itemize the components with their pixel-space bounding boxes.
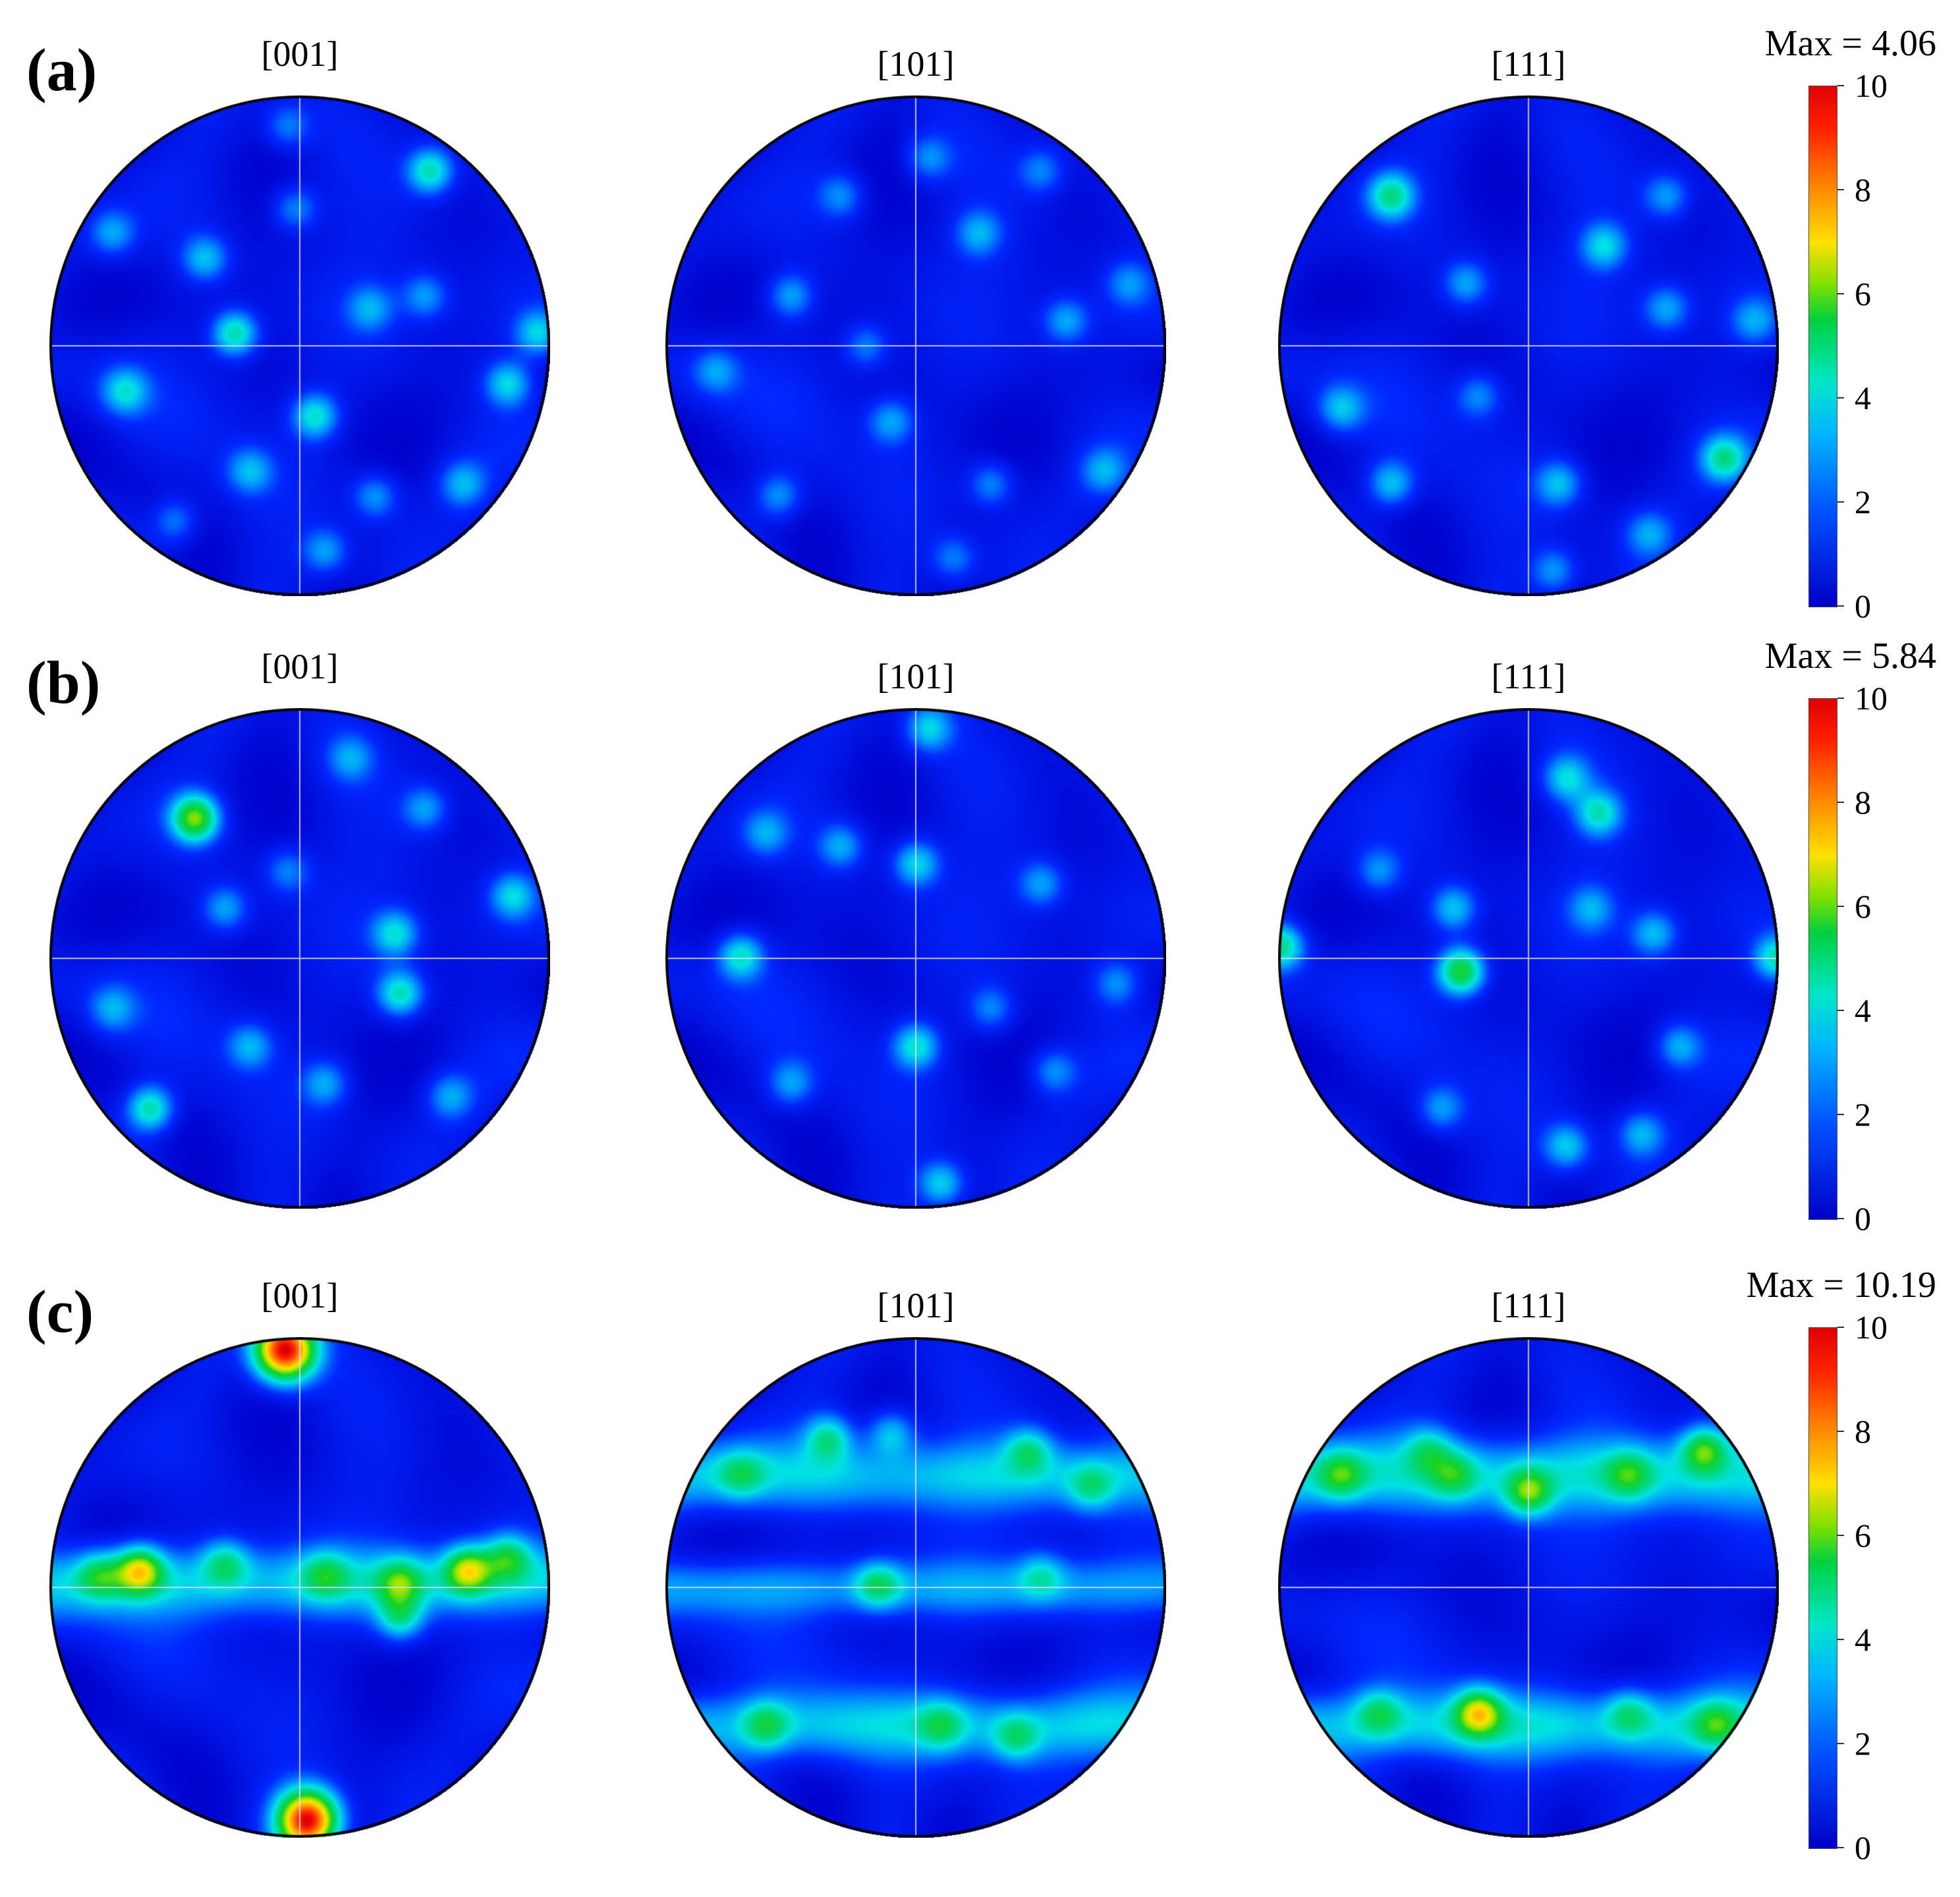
pole-figure-111 [1278, 708, 1779, 1209]
colorbar [1808, 86, 1837, 607]
colorbar-tick-mark [1837, 1535, 1844, 1536]
pole-figure-111 [1278, 96, 1779, 596]
colorbar-tick-label: 4 [1855, 379, 1871, 416]
colorbar-tick-mark [1837, 1431, 1844, 1432]
pole-figure-title: [101] [877, 44, 955, 84]
colorbar-tick-label: 8 [1855, 1413, 1871, 1450]
colorbar-tick-label: 6 [1855, 1517, 1871, 1554]
pole-figure-101 [665, 1337, 1166, 1838]
colorbar-tick-label: 8 [1855, 784, 1871, 821]
pole-figure-title: [111] [1491, 1286, 1566, 1325]
colorbar-tick-mark [1837, 906, 1844, 907]
pole-figure-title: [111] [1491, 657, 1566, 696]
colorbar-tick-mark [1837, 1218, 1844, 1219]
colorbar-tick-label: 2 [1855, 483, 1871, 520]
pole-figure-title: [001] [261, 1276, 339, 1315]
colorbar-tick-label: 0 [1855, 1829, 1871, 1866]
max-intensity-label: Max = 5.84 [1764, 636, 1936, 676]
colorbar-tick-mark [1837, 802, 1844, 803]
colorbar-tick-mark [1837, 1010, 1844, 1011]
colorbar-tick-mark [1837, 501, 1844, 503]
colorbar-tick-label: 10 [1855, 67, 1888, 104]
colorbar-tick-label: 0 [1855, 588, 1871, 624]
colorbar-tick-label: 6 [1855, 888, 1871, 925]
colorbar-tick-mark [1837, 1847, 1844, 1848]
colorbar-tick-label: 0 [1855, 1200, 1871, 1237]
colorbar-tick-mark [1837, 85, 1844, 86]
panel-label: (c) [26, 1278, 94, 1345]
max-intensity-label: Max = 10.19 [1746, 1265, 1936, 1306]
pole-figure-101 [665, 708, 1166, 1209]
colorbar-tick-label: 8 [1855, 171, 1871, 208]
colorbar-tick-mark [1837, 293, 1844, 294]
colorbar-tick-mark [1837, 189, 1844, 190]
panel-a: (a) [001] [101] [111] Max = 4.06 10 8 6 4 2 0 [0, 13, 1960, 632]
pole-figure-101 [665, 96, 1166, 596]
colorbar-tick-mark [1837, 1327, 1844, 1328]
colorbar-tick-label: 10 [1855, 680, 1888, 717]
colorbar-tick-mark [1837, 1743, 1844, 1744]
colorbar-tick-label: 4 [1855, 1621, 1871, 1658]
pole-figure-title: [111] [1491, 44, 1566, 84]
pole-figure-001 [49, 96, 550, 596]
colorbar-tick-mark [1837, 605, 1844, 607]
pole-figure-001 [49, 708, 550, 1209]
pole-figure-title: [001] [261, 647, 339, 686]
colorbar [1808, 698, 1837, 1220]
panel-c: (c) [001] [101] [111] Max = 10.19 10 8 6 4 2 0 [0, 1255, 1960, 1874]
pole-figure-title: [101] [877, 657, 955, 696]
pole-figure-111 [1278, 1337, 1779, 1838]
pole-figure-title: [001] [261, 34, 339, 74]
panel-b: (b) [001] [101] [111] Max = 5.84 10 8 6 4 2 0 [0, 626, 1960, 1245]
colorbar-tick-label: 2 [1855, 1096, 1871, 1133]
colorbar-tick-label: 10 [1855, 1309, 1888, 1346]
colorbar-tick-label: 4 [1855, 992, 1871, 1029]
colorbar-tick-label: 2 [1855, 1725, 1871, 1762]
colorbar [1808, 1327, 1837, 1849]
pole-figure-title: [101] [877, 1286, 955, 1325]
max-intensity-label: Max = 4.06 [1764, 23, 1936, 64]
colorbar-tick-mark [1837, 397, 1844, 399]
colorbar-tick-label: 6 [1855, 275, 1871, 312]
pole-figure-001 [49, 1337, 550, 1838]
colorbar-tick-mark [1837, 1114, 1844, 1115]
colorbar-tick-mark [1837, 698, 1844, 699]
panel-label: (b) [26, 649, 101, 716]
colorbar-tick-mark [1837, 1639, 1844, 1640]
panel-label: (a) [26, 36, 98, 103]
